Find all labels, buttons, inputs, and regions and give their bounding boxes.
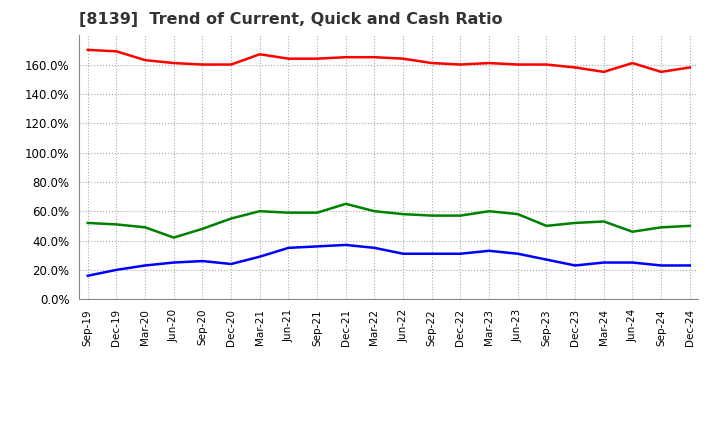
Cash Ratio	[341, 242, 350, 248]
Quick Ratio	[428, 213, 436, 218]
Quick Ratio	[198, 226, 207, 231]
Line: Quick Ratio: Quick Ratio	[88, 204, 690, 238]
Cash Ratio	[312, 244, 321, 249]
Quick Ratio	[312, 210, 321, 215]
Current Ratio	[657, 69, 665, 74]
Current Ratio	[256, 51, 264, 57]
Current Ratio	[112, 49, 121, 54]
Cash Ratio	[227, 261, 235, 267]
Cash Ratio	[456, 251, 465, 257]
Quick Ratio	[571, 220, 580, 226]
Cash Ratio	[628, 260, 636, 265]
Cash Ratio	[256, 254, 264, 259]
Current Ratio	[84, 47, 92, 52]
Line: Current Ratio: Current Ratio	[88, 50, 690, 72]
Quick Ratio	[112, 222, 121, 227]
Current Ratio	[685, 65, 694, 70]
Current Ratio	[284, 56, 293, 61]
Quick Ratio	[685, 223, 694, 228]
Quick Ratio	[657, 225, 665, 230]
Quick Ratio	[227, 216, 235, 221]
Cash Ratio	[370, 245, 379, 250]
Quick Ratio	[399, 212, 408, 217]
Quick Ratio	[284, 210, 293, 215]
Cash Ratio	[112, 267, 121, 272]
Current Ratio	[370, 55, 379, 60]
Quick Ratio	[513, 212, 522, 217]
Quick Ratio	[370, 209, 379, 214]
Current Ratio	[600, 69, 608, 74]
Current Ratio	[485, 60, 493, 66]
Quick Ratio	[628, 229, 636, 235]
Current Ratio	[428, 60, 436, 66]
Quick Ratio	[141, 225, 150, 230]
Cash Ratio	[284, 245, 293, 250]
Current Ratio	[542, 62, 551, 67]
Cash Ratio	[169, 260, 178, 265]
Current Ratio	[399, 56, 408, 61]
Cash Ratio	[141, 263, 150, 268]
Quick Ratio	[600, 219, 608, 224]
Cash Ratio	[571, 263, 580, 268]
Quick Ratio	[341, 201, 350, 206]
Quick Ratio	[485, 209, 493, 214]
Cash Ratio	[428, 251, 436, 257]
Quick Ratio	[169, 235, 178, 240]
Current Ratio	[312, 56, 321, 61]
Cash Ratio	[198, 258, 207, 264]
Current Ratio	[513, 62, 522, 67]
Quick Ratio	[256, 209, 264, 214]
Text: [8139]  Trend of Current, Quick and Cash Ratio: [8139] Trend of Current, Quick and Cash …	[79, 12, 503, 27]
Current Ratio	[141, 58, 150, 63]
Cash Ratio	[399, 251, 408, 257]
Current Ratio	[456, 62, 465, 67]
Quick Ratio	[456, 213, 465, 218]
Cash Ratio	[513, 251, 522, 257]
Current Ratio	[341, 55, 350, 60]
Line: Cash Ratio: Cash Ratio	[88, 245, 690, 276]
Current Ratio	[198, 62, 207, 67]
Current Ratio	[571, 65, 580, 70]
Current Ratio	[227, 62, 235, 67]
Cash Ratio	[485, 248, 493, 253]
Quick Ratio	[84, 220, 92, 226]
Current Ratio	[169, 60, 178, 66]
Cash Ratio	[84, 273, 92, 279]
Cash Ratio	[600, 260, 608, 265]
Cash Ratio	[657, 263, 665, 268]
Quick Ratio	[542, 223, 551, 228]
Current Ratio	[628, 60, 636, 66]
Cash Ratio	[542, 257, 551, 262]
Cash Ratio	[685, 263, 694, 268]
